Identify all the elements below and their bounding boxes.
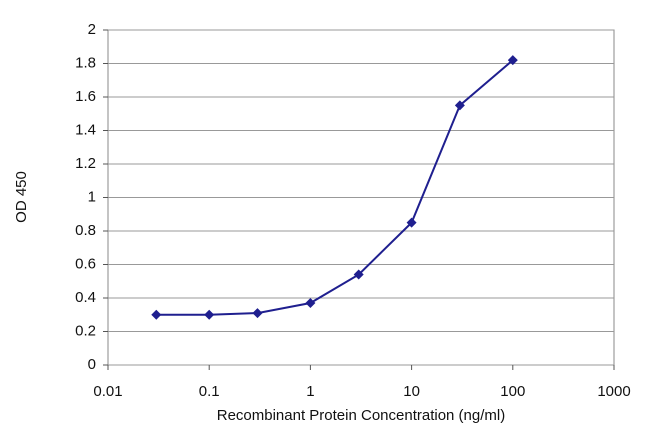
y-tick-label: 1.2 bbox=[75, 155, 96, 172]
x-tick-label: 100 bbox=[500, 383, 525, 400]
series-line bbox=[156, 59, 514, 316]
x-tick-label: 1 bbox=[306, 383, 314, 400]
y-tick-label: 0 bbox=[88, 356, 96, 373]
marker bbox=[507, 55, 518, 66]
x-tick-label: 0.1 bbox=[199, 383, 220, 400]
y-tick-label: 0.4 bbox=[75, 289, 96, 306]
x-tick-label: 10 bbox=[403, 383, 420, 400]
y-tick-label: 2 bbox=[88, 21, 96, 38]
marker bbox=[406, 217, 417, 228]
marker bbox=[305, 298, 316, 309]
y-tick-label: 0.8 bbox=[75, 222, 96, 239]
marker bbox=[454, 100, 465, 111]
marker bbox=[204, 309, 215, 320]
x-tick-label: 1000 bbox=[597, 383, 630, 400]
y-tick-label: 0.6 bbox=[75, 255, 96, 272]
x-axis-label: Recombinant Protein Concentration (ng/ml… bbox=[217, 407, 505, 424]
marker bbox=[252, 308, 263, 319]
x-tick-label: 0.01 bbox=[93, 383, 122, 400]
y-tick-label: 0.2 bbox=[75, 322, 96, 339]
y-tick-label: 1.4 bbox=[75, 121, 96, 138]
marker bbox=[151, 309, 162, 320]
marker bbox=[353, 269, 364, 280]
y-tick-label: 1.8 bbox=[75, 54, 96, 71]
y-tick-label: 1 bbox=[88, 188, 96, 205]
y-axis-label: OD 450 bbox=[13, 171, 30, 223]
y-tick-label: 1.6 bbox=[75, 88, 96, 105]
